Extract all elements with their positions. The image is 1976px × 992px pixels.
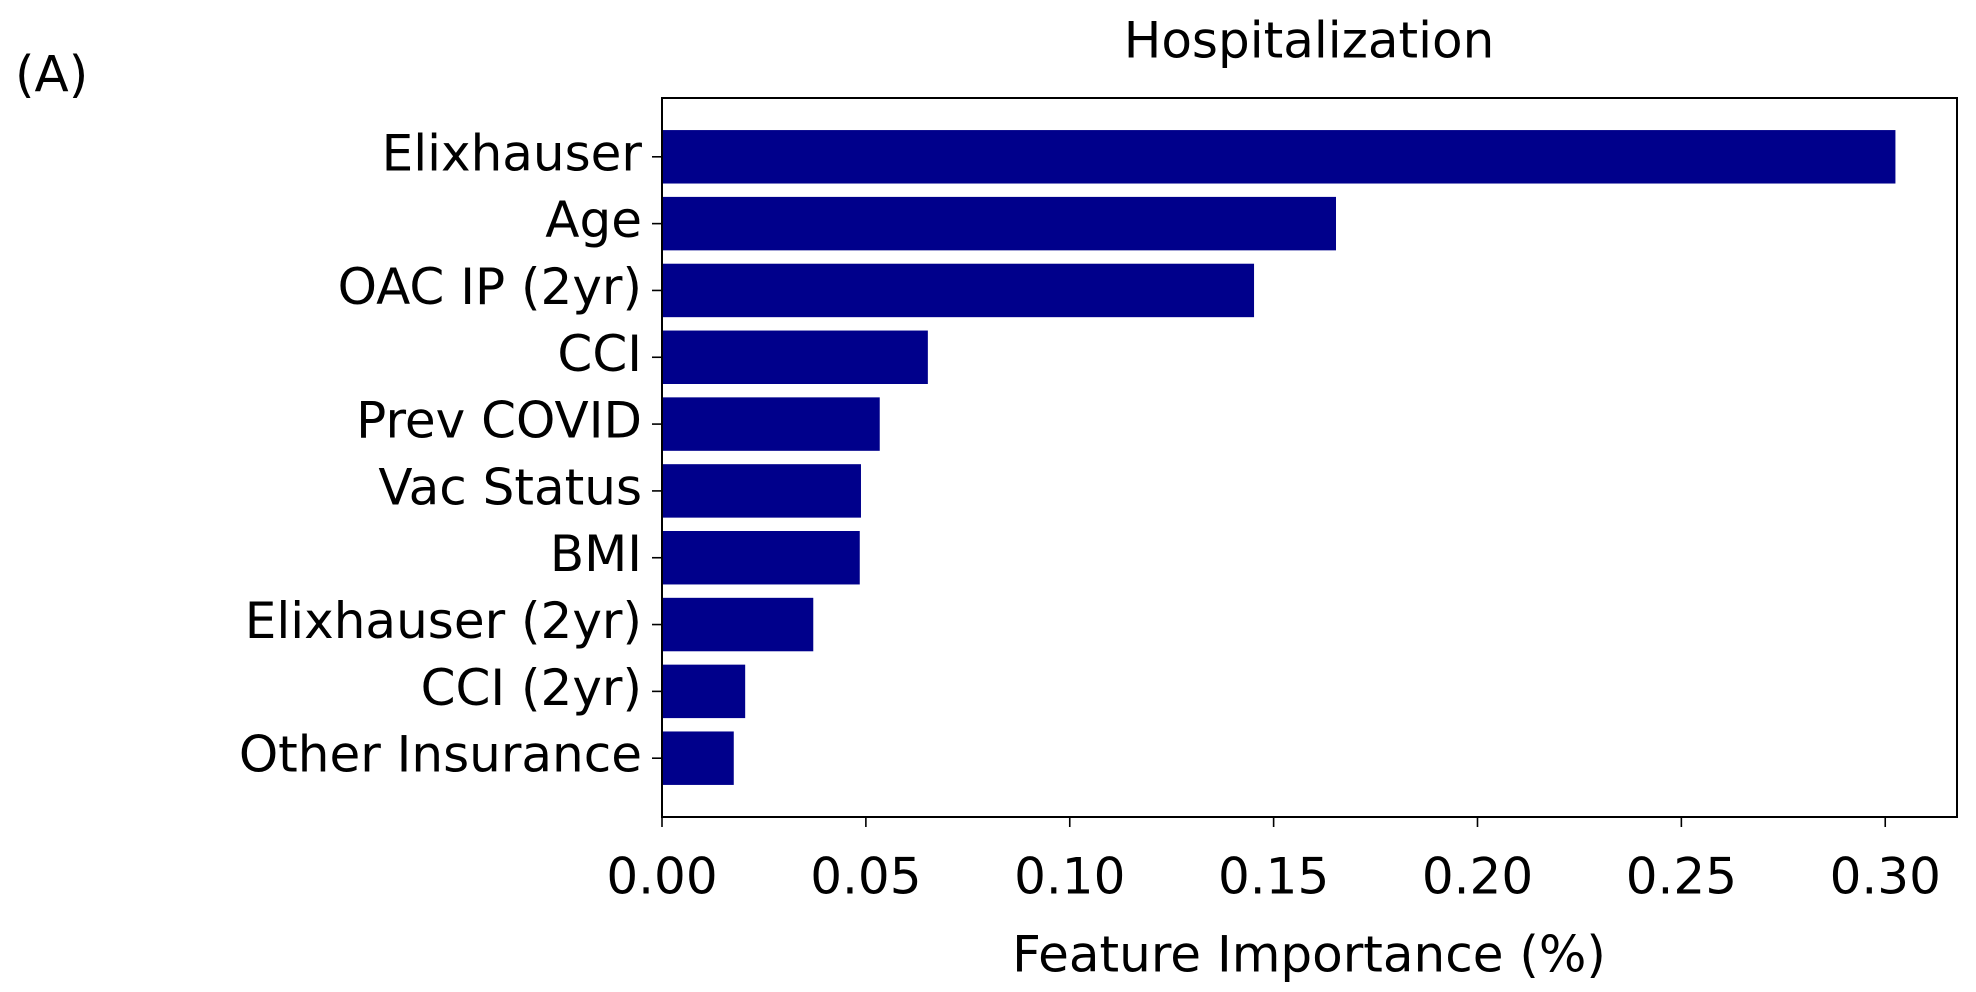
y-tick-label: Elixhauser (2yr) xyxy=(245,592,642,650)
x-tick-label: 0.25 xyxy=(1626,848,1737,906)
axes-frame xyxy=(661,97,1958,818)
bar xyxy=(662,397,880,451)
bar xyxy=(662,130,1896,184)
y-tick-label: OAC IP (2yr) xyxy=(338,258,642,316)
x-tick-label: 0.00 xyxy=(606,848,717,906)
y-tick-label: Age xyxy=(545,191,642,249)
y-tick-label: CCI (2yr) xyxy=(421,659,642,717)
y-tick-label: Prev COVID xyxy=(356,392,642,450)
chart-title: Hospitalization xyxy=(1124,12,1495,70)
x-tick-label: 0.15 xyxy=(1218,848,1329,906)
y-tick-label: Other Insurance xyxy=(239,726,642,784)
x-tick-label: 0.05 xyxy=(810,848,921,906)
bar xyxy=(662,330,928,384)
y-tick-label: Elixhauser xyxy=(382,124,643,182)
bar xyxy=(662,263,1255,318)
bar xyxy=(662,464,861,518)
y-tick-label: Vac Status xyxy=(378,458,642,516)
x-axis-label: Feature Importance (%) xyxy=(1012,926,1606,984)
y-tick-label: BMI xyxy=(550,525,642,583)
bar xyxy=(662,664,746,719)
y-tick-label: CCI xyxy=(557,325,642,383)
bar xyxy=(662,731,734,785)
panel-label: (A) xyxy=(15,46,88,104)
bar xyxy=(662,531,860,585)
x-tick-label: 0.10 xyxy=(1014,848,1125,906)
x-tick-label: 0.30 xyxy=(1830,848,1941,906)
bar xyxy=(662,597,814,652)
bar xyxy=(662,196,1337,251)
x-tick-label: 0.20 xyxy=(1422,848,1533,906)
